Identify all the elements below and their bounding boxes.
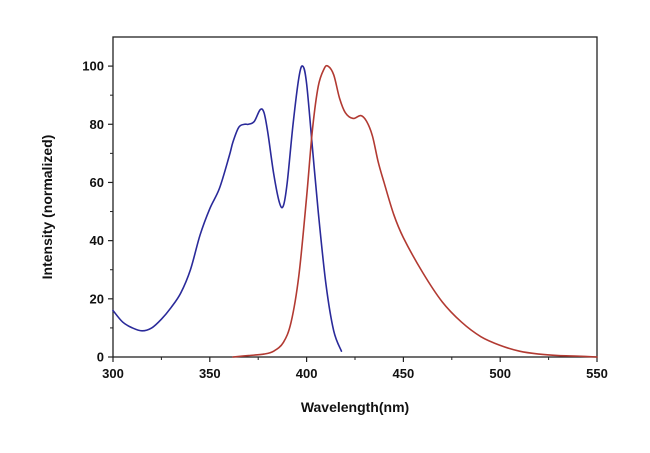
y-tick-label: 80 bbox=[90, 117, 104, 132]
series-line-blue bbox=[112, 65, 343, 352]
x-tick-label: 550 bbox=[586, 366, 608, 381]
x-tick-label: 300 bbox=[102, 366, 124, 381]
x-tick-label: 400 bbox=[296, 366, 318, 381]
y-tick-label: 60 bbox=[90, 175, 104, 190]
y-tick-label: 100 bbox=[82, 59, 104, 74]
y-tick-label: 0 bbox=[97, 350, 104, 365]
y-tick-label: 40 bbox=[90, 233, 104, 248]
x-tick-label: 350 bbox=[199, 366, 221, 381]
x-axis-label: Wavelength(nm) bbox=[301, 399, 409, 415]
x-tick-label: 500 bbox=[489, 366, 511, 381]
series-line-red bbox=[232, 64, 598, 358]
y-tick-label: 20 bbox=[90, 291, 104, 306]
x-tick-label: 450 bbox=[393, 366, 415, 381]
plot-frame bbox=[112, 36, 598, 358]
y-axis-label: Intensity (normalized) bbox=[39, 135, 55, 280]
